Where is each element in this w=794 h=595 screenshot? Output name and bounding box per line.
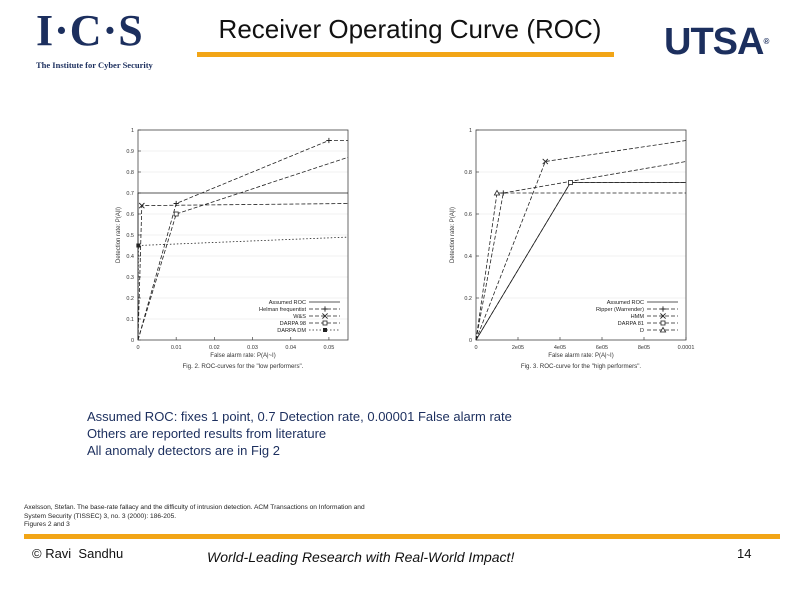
y-tick-label: 0.5 <box>126 233 134 239</box>
x-tick-label: 0.03 <box>247 345 258 351</box>
x-tick-label: 0 <box>474 345 477 351</box>
note-line: Others are reported results from literat… <box>87 426 327 441</box>
data-point <box>660 320 666 326</box>
x-tick-label: 2e05 <box>512 345 524 351</box>
data-point <box>493 189 501 196</box>
citation-line: Axelsson, Stefan. The base-rate fallacy … <box>24 504 365 511</box>
data-point <box>568 180 573 185</box>
data-point <box>322 313 328 319</box>
data-point <box>322 320 328 326</box>
note-line: Assumed ROC: fixes 1 point, 0.7 Detectio… <box>87 409 512 424</box>
legend-label: Assumed ROC <box>607 300 644 306</box>
plot-frame <box>475 129 687 341</box>
notes: Assumed ROC: fixes 1 point, 0.7 Detectio… <box>87 408 512 459</box>
y-tick-label: 0.7 <box>126 191 134 197</box>
x-tick-label: 0.0001 <box>678 345 695 351</box>
data-point <box>136 243 141 248</box>
legend-label: W&S <box>293 314 306 320</box>
figure-caption: Fig. 2. ROC-curves for the "low performe… <box>183 363 304 370</box>
series-line <box>475 161 687 341</box>
y-tick-label: 0.9 <box>126 149 134 155</box>
series-line <box>137 236 349 341</box>
x-tick-label: 0 <box>136 345 139 351</box>
legend-label: DARPA DM <box>277 328 306 334</box>
data-point <box>659 326 667 333</box>
legend-label: DARPA 81 <box>618 321 644 327</box>
y-tick-label: 0.2 <box>126 296 134 302</box>
ics-logo: I·C·S The Institute for Cyber Security <box>36 8 156 72</box>
citation: Axelsson, Stefan. The base-rate fallacy … <box>24 504 504 530</box>
ics-logo-tagline: The Institute for Cyber Security <box>36 60 153 70</box>
x-tick-label: 0.05 <box>324 345 335 351</box>
citation-line: System Security (TISSEC) 3, no. 3 (2000)… <box>24 512 177 520</box>
legend-label: Ripper (Warrender) <box>596 307 644 313</box>
x-tick-label: 0.02 <box>209 345 220 351</box>
y-tick-label: 0.8 <box>126 170 134 176</box>
page-number: 14 <box>737 546 752 561</box>
y-tick-label: 0.4 <box>464 254 472 260</box>
y-tick-label: 0.8 <box>464 170 472 176</box>
y-tick-label: 0 <box>469 338 472 344</box>
data-point <box>323 328 327 332</box>
legend-label: HMM <box>631 314 645 320</box>
data-point <box>660 306 666 312</box>
y-tick-label: 0 <box>131 338 134 344</box>
footer-divider <box>24 534 780 539</box>
x-tick-label: 6e05 <box>596 345 608 351</box>
y-tick-label: 0.6 <box>464 212 472 218</box>
data-point <box>660 313 666 319</box>
y-tick-label: 0.1 <box>126 317 134 323</box>
x-axis-label: False alarm rate: P(A|~I) <box>210 353 275 359</box>
y-tick-label: 0.4 <box>126 254 134 260</box>
series-line <box>137 192 348 340</box>
series-line <box>137 203 349 341</box>
x-tick-label: 8e05 <box>638 345 650 351</box>
series-line <box>137 140 348 341</box>
x-axis-label: False alarm rate: P(A|~I) <box>548 353 613 359</box>
roc-chart-high-performers: 0 2e05 4e05 6e05 8e05 0.0001 0 0.2 0.4 0.6 0.8 1 Fal… <box>450 128 695 370</box>
y-axis-label: Detection rate: P(A|I) <box>450 207 456 263</box>
y-tick-label: 0.3 <box>126 275 134 281</box>
series-line <box>137 156 349 341</box>
legend-label: D <box>640 328 644 334</box>
footer-tagline: World-Leading Research with Real-World I… <box>207 549 515 565</box>
data-point <box>322 306 328 312</box>
y-tick-label: 1 <box>131 128 134 134</box>
x-tick-label: 0.01 <box>171 345 182 351</box>
x-tick-label: 0.04 <box>285 345 296 351</box>
series-line <box>475 140 687 341</box>
legend-label: Helman frequentist <box>259 307 306 313</box>
series-line <box>475 192 686 341</box>
y-tick-label: 1 <box>469 128 472 134</box>
y-axis-label: Detection rate: P(A|I) <box>116 207 122 263</box>
figure-caption: Fig. 3. ROC-curve for the "high performe… <box>521 363 642 370</box>
footer-author: © Ravi Sandhu <box>32 546 124 561</box>
note-line: All anomaly detectors are in Fig 2 <box>87 443 280 458</box>
ics-logo-letters: I·C·S <box>36 6 144 55</box>
data-point <box>326 137 332 144</box>
title-divider <box>197 52 614 57</box>
roc-chart-low-performers: 0 0.01 0.02 0.03 0.04 0.05 0 0.1 0.2 0.3 0.4 0.5 0.6… <box>116 128 349 370</box>
legend-label: Assumed ROC <box>269 300 306 306</box>
y-tick-label: 0.6 <box>126 212 134 218</box>
legend-label: DARPA 98 <box>280 321 306 327</box>
utsa-registered-mark: ® <box>763 37 769 46</box>
utsa-logo: UTSA® <box>664 21 769 63</box>
y-tick-label: 0.2 <box>464 296 472 302</box>
data-point <box>542 158 549 165</box>
data-point <box>138 202 145 209</box>
data-point <box>173 211 179 217</box>
slide-title: Receiver Operating Curve (ROC) <box>218 14 602 44</box>
utsa-logo-text: UTSA <box>664 21 764 63</box>
x-tick-label: 4e05 <box>554 345 566 351</box>
citation-line: Figures 2 and 3 <box>24 521 70 528</box>
